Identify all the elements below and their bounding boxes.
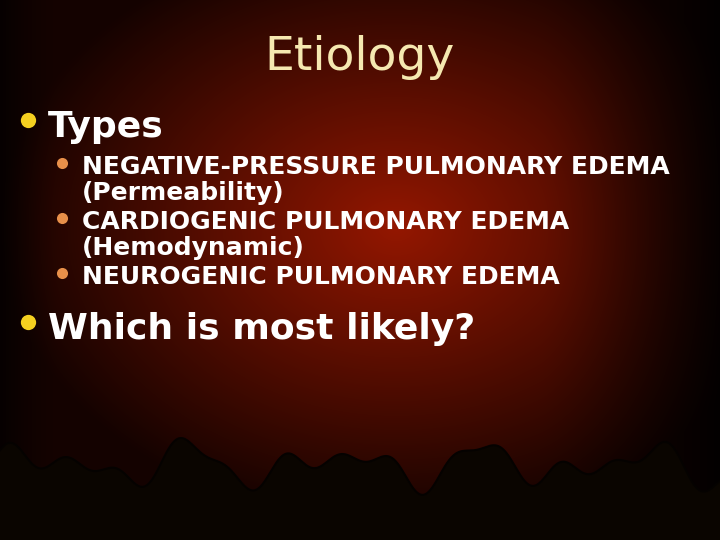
Text: (Permeability): (Permeability): [82, 181, 284, 205]
Text: NEUROGENIC PULMONARY EDEMA: NEUROGENIC PULMONARY EDEMA: [82, 265, 559, 289]
Text: (Hemodynamic): (Hemodynamic): [82, 236, 305, 260]
Text: Etiology: Etiology: [265, 35, 455, 80]
Text: Types: Types: [48, 110, 163, 144]
Text: NEGATIVE-PRESSURE PULMONARY EDEMA: NEGATIVE-PRESSURE PULMONARY EDEMA: [82, 155, 670, 179]
Text: Which is most likely?: Which is most likely?: [48, 312, 475, 346]
Text: CARDIOGENIC PULMONARY EDEMA: CARDIOGENIC PULMONARY EDEMA: [82, 210, 570, 234]
